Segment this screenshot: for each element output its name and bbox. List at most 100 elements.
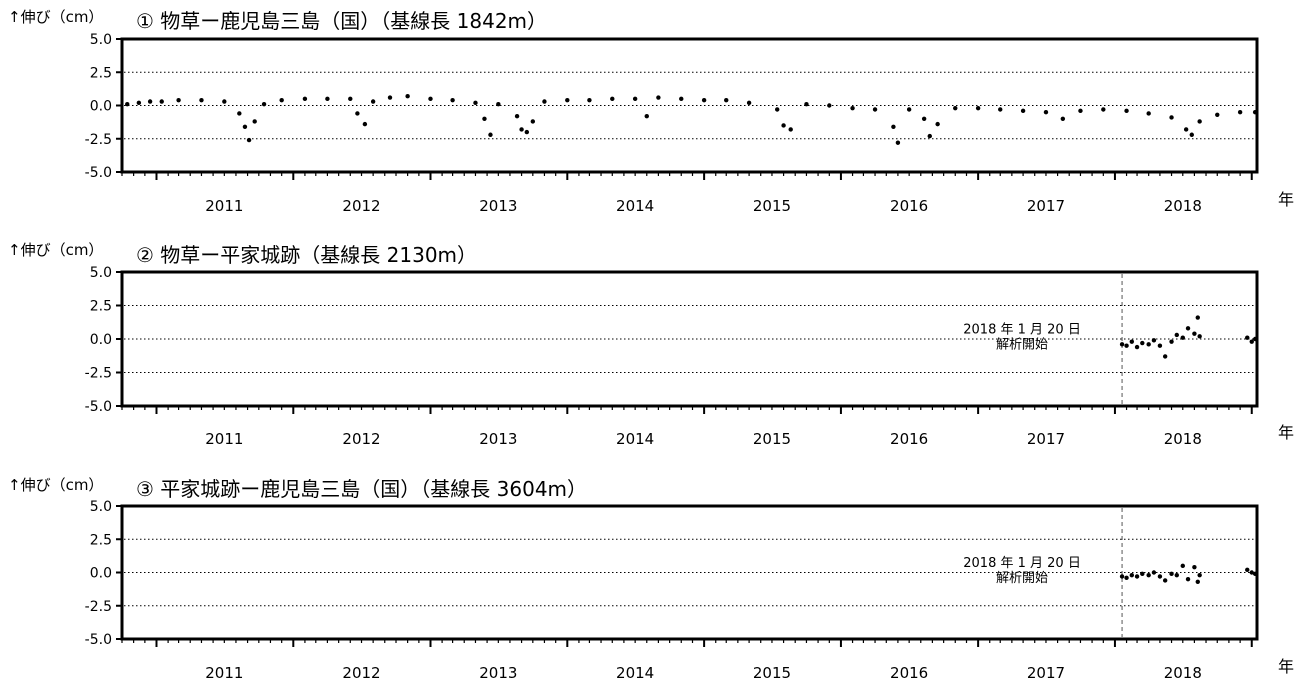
x-tick-label: 2014: [616, 664, 654, 682]
data-point: [542, 99, 547, 104]
data-point: [610, 96, 615, 102]
x-tick-label: 2016: [890, 197, 928, 215]
data-point: [1134, 344, 1140, 350]
data-point: [482, 116, 487, 122]
chart-panel-2: ↑伸び（cm） ② 物草ー平家城跡（基線長 2130m） 5.0 2.5 0.0 -2.5…: [8, 241, 1294, 448]
x-tick-label: 2017: [1027, 197, 1065, 215]
y-tick-label: -5.0: [85, 399, 112, 415]
data-point: [1140, 340, 1145, 346]
data-point: [1183, 127, 1189, 132]
y-tick-label: 2.5: [90, 65, 112, 81]
data-point: [1180, 335, 1185, 340]
data-point: [1162, 578, 1168, 583]
data-point: [387, 95, 393, 100]
data-point: [850, 105, 855, 111]
data-point: [362, 121, 368, 127]
data-point: [895, 140, 901, 145]
data-point: [136, 100, 142, 106]
data-point: [279, 97, 284, 103]
data-point: [975, 105, 981, 111]
y-tick-label: 5.0: [90, 499, 112, 515]
y-tick-label: -5.0: [85, 165, 112, 181]
analysis-start-label: 解析開始: [996, 337, 1048, 352]
x-unit-label: 年: [1278, 190, 1294, 209]
chart-panel-3: ↑伸び（cm） ③ 平家城跡ー鹿児島三島（国）（基線長 3604m） 5.0 2.5 0…: [8, 476, 1294, 682]
data-point: [1124, 108, 1129, 114]
chart-panel-1: ↑伸び（cm） ① 物草ー鹿児島三島（国）（基線長 1842m） 5.0 2.5 0.0…: [8, 8, 1294, 215]
data-point: [1197, 119, 1202, 124]
data-point: [1129, 572, 1135, 578]
data-point: [355, 111, 360, 116]
data-point: [1043, 109, 1049, 115]
data-point: [804, 101, 809, 107]
data-point: [1169, 115, 1174, 120]
data-point: [1151, 570, 1157, 575]
data-point: [1157, 574, 1163, 579]
analysis-start-label: 解析開始: [996, 571, 1048, 586]
data-point: [1197, 334, 1202, 339]
x-tick-label: 2012: [342, 664, 380, 682]
data-point: [1189, 132, 1194, 137]
data-point: [1101, 107, 1106, 112]
data-point: [237, 111, 242, 116]
data-point: [261, 101, 267, 107]
data-point: [1249, 339, 1254, 344]
x-tick-label: 2011: [205, 430, 243, 448]
x-tick-label: 2015: [753, 197, 791, 215]
data-point: [872, 107, 878, 112]
y-tick-label: 0.0: [90, 99, 112, 115]
data-point: [1185, 576, 1191, 582]
data-series-1: [125, 93, 1258, 145]
x-tick-label: 2014: [616, 430, 654, 448]
analysis-start-date: 2018 年 1 月 20 日: [963, 323, 1081, 338]
data-point: [1180, 563, 1185, 569]
data-point: [827, 103, 832, 108]
data-point: [679, 96, 684, 102]
data-point: [632, 96, 638, 102]
data-series-1: [1119, 315, 1258, 359]
data-point: [252, 119, 257, 124]
data-point: [1119, 574, 1125, 579]
data-point: [1124, 343, 1129, 348]
y-tick-label: 0.0: [90, 332, 112, 348]
data-point: [1119, 342, 1125, 347]
data-point: [370, 99, 376, 104]
data-point: [450, 97, 455, 103]
x-tick-label: 2012: [342, 430, 380, 448]
data-point: [1157, 343, 1163, 348]
data-point: [1245, 567, 1250, 573]
y-tick-label: -2.5: [85, 366, 112, 382]
x-tick-label: 2015: [753, 664, 791, 682]
data-point: [514, 113, 520, 119]
data-point: [953, 105, 958, 111]
data-point: [906, 107, 912, 112]
x-unit-label: 年: [1278, 657, 1294, 676]
data-point: [1060, 116, 1066, 122]
data-series-1: [1119, 563, 1258, 585]
data-point: [125, 101, 130, 107]
data-point: [1195, 579, 1200, 585]
data-point: [222, 99, 227, 104]
data-point: [1174, 332, 1179, 338]
data-point: [644, 113, 649, 119]
data-point: [565, 97, 570, 103]
data-point: [1215, 112, 1220, 118]
y-tick-label: -2.5: [85, 132, 112, 148]
data-point: [587, 97, 592, 103]
data-point: [1078, 108, 1083, 114]
y-tick-label: 5.0: [90, 32, 112, 48]
data-point: [1162, 354, 1168, 359]
data-point: [935, 121, 940, 127]
data-point: [428, 96, 433, 102]
chart-title: ② 物草ー平家城跡（基線長 2130m）: [136, 243, 477, 267]
data-point: [242, 124, 248, 129]
data-point: [488, 132, 493, 137]
y-tick-label: 5.0: [90, 265, 112, 281]
x-tick-label: 2016: [890, 664, 928, 682]
data-point: [325, 96, 330, 102]
data-point: [519, 127, 524, 132]
x-tick-label: 2011: [205, 197, 243, 215]
data-point: [701, 97, 707, 103]
data-point: [1245, 335, 1250, 340]
